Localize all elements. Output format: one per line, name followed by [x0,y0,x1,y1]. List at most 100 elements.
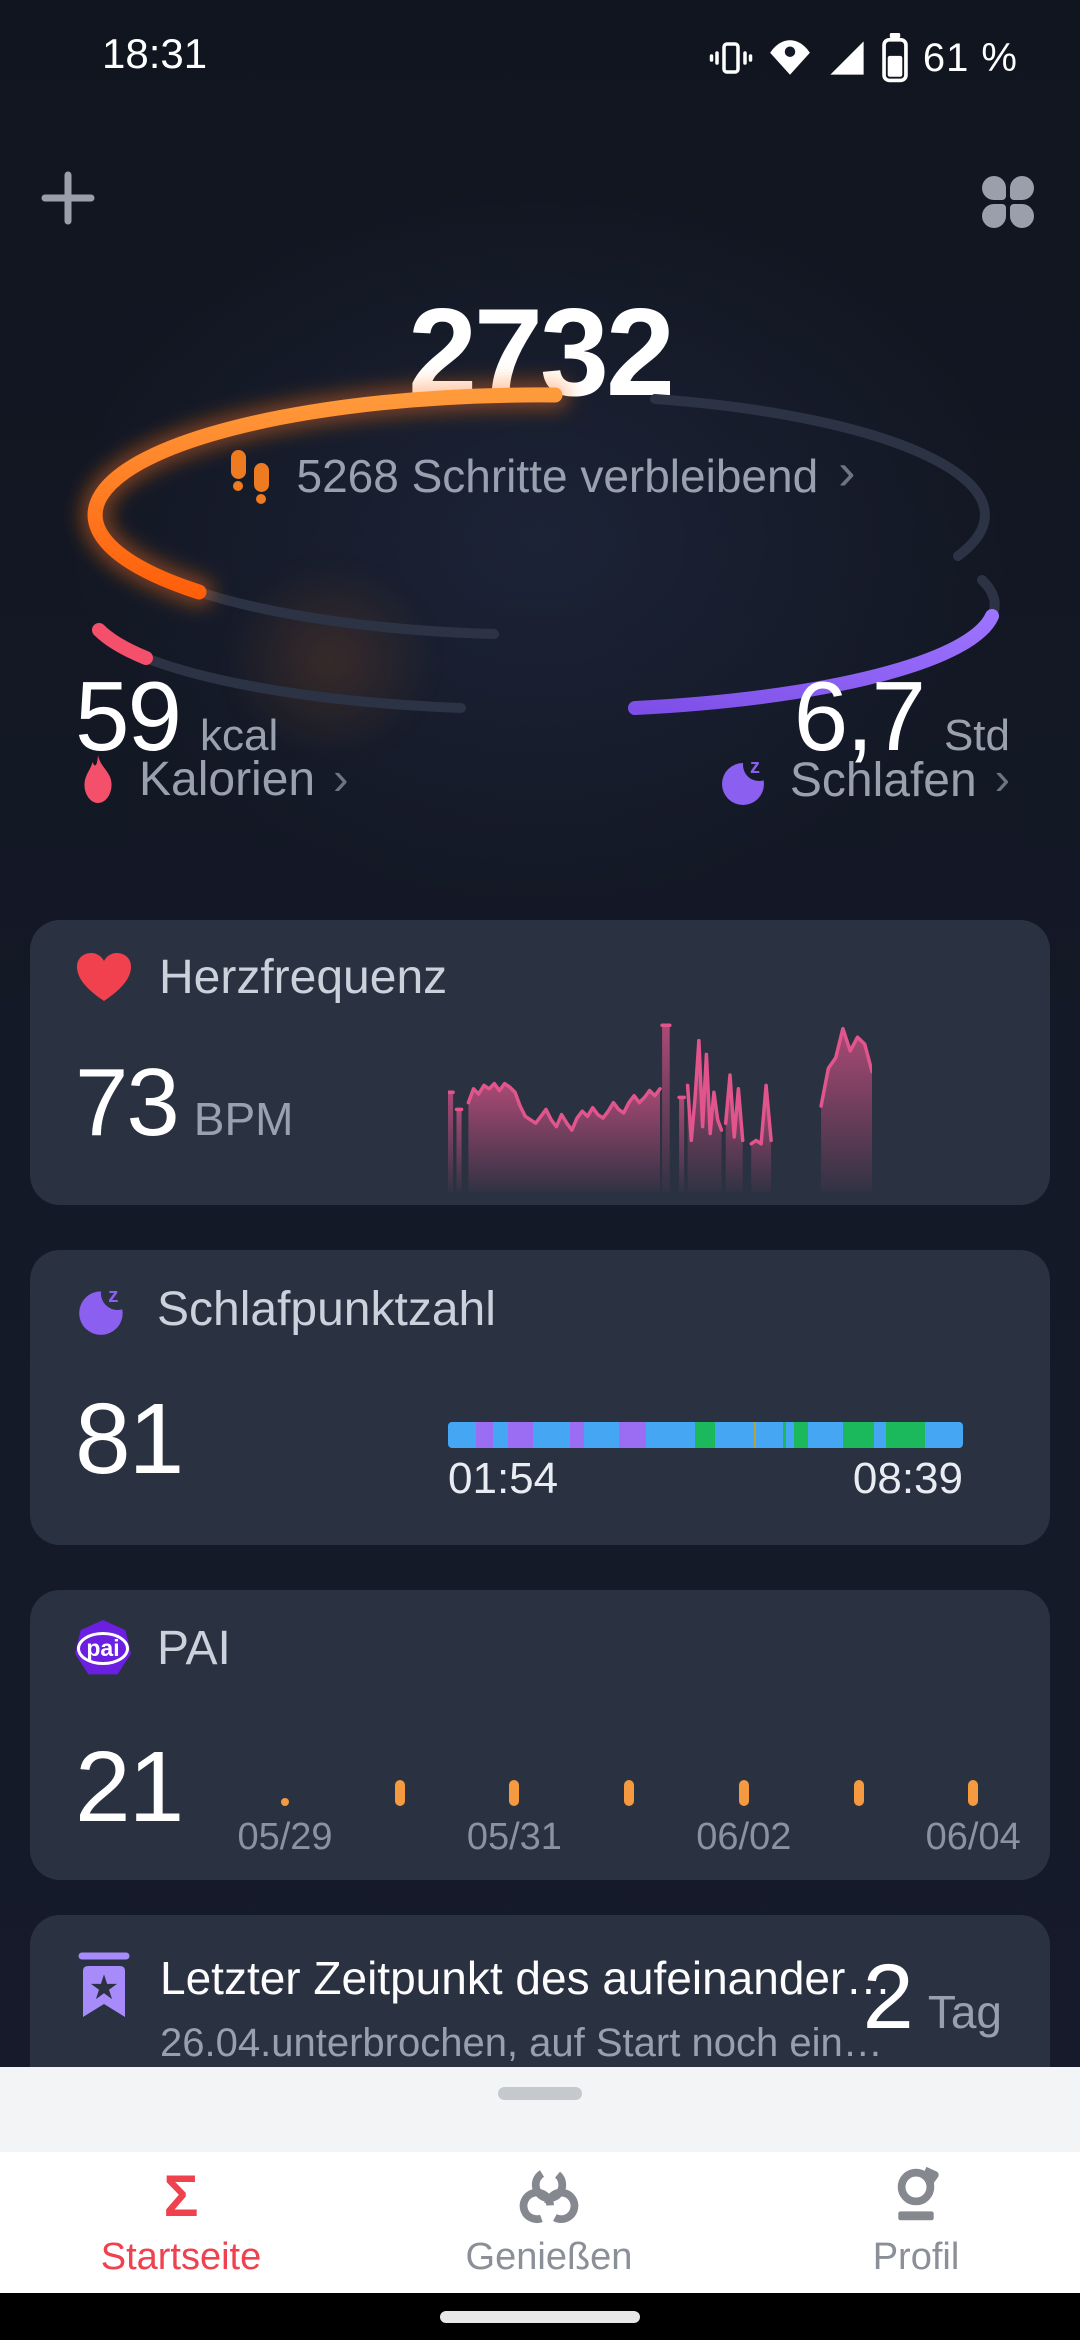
grid-icon [982,176,1006,200]
sleep-card-title-row: z Schlafpunktzahl [75,1280,496,1338]
profile-icon [897,2166,939,2221]
chevron-right-icon: › [838,443,856,501]
sleep-stage-segment-light [756,1422,783,1448]
signal-icon [830,41,864,75]
heart-card-title: Herzfrequenz [159,951,448,1004]
pai-day-dot [394,1780,405,1806]
sleep-stage-segment-light [532,1422,570,1448]
grid-icon [1010,176,1034,200]
sleep-end-time: 08:39 [852,1454,963,1503]
pai-day-dot [853,1780,864,1806]
event-text-block: Letzter Zeitpunkt des aufeinanderfolgend… [160,1951,900,2066]
nav-item-home[interactable]: Σ Startseite [51,2166,311,2279]
sleep-times-row: 01:54 08:39 [448,1454,963,1504]
sleep-stage-segment-light [807,1422,843,1448]
chevron-right-icon: › [333,751,349,804]
status-time: 18:31 [102,30,208,77]
sleep-stage-segment-rem [886,1422,925,1448]
gesture-bar [0,2293,1080,2340]
heart-rate-chart [448,1023,872,1192]
svg-text:z: z [108,1284,118,1307]
battery-percent: 61 % [922,35,1018,80]
add-button[interactable] [38,168,98,228]
sleep-stage-segment-deep [569,1422,585,1448]
sleep-stage-segment-light [448,1422,477,1448]
vibrate-icon [709,42,753,74]
heart-icon [77,952,131,1001]
event-value-row: 2 Tag [863,1945,1002,2050]
sleep-stage-segment-deep [508,1422,533,1448]
moon-icon: z [721,756,764,805]
bottom-sheet[interactable] [0,2067,1080,2152]
sleep-progress-arc [628,609,999,715]
grid-icon [982,204,1006,228]
badge-flag-icon: ★ [78,1952,130,2017]
pai-date-label: 06/04 [925,1816,1021,1858]
pai-badge-icon: pai [75,1620,131,1675]
sleep-stage-segment-light [874,1422,887,1448]
enjoy-knot-icon [519,2167,579,2224]
pai-value-row: 21 [75,1730,184,1845]
pai-day-dot [509,1780,520,1806]
wifi-icon [769,40,810,75]
sleep-score-row: 81 [75,1382,184,1497]
sleep-stage-segment-rem [694,1422,715,1448]
nav-item-enjoy[interactable]: Genießen [419,2166,679,2279]
gesture-handle[interactable] [440,2311,640,2323]
sleep-stage-segment-light [714,1422,755,1448]
status-icons: 61 % [709,32,1018,84]
event-subtitle: 26.04.unterbrochen, auf Start noch einma… [160,2021,900,2065]
sleep-stages-bar [448,1422,963,1448]
pai-day-dot [968,1780,979,1806]
sleep-stage-segment-light [646,1422,695,1448]
ring-glow [180,520,480,800]
sleep-stage-segment-light [584,1422,620,1448]
pai-card-title: PAI [157,1621,231,1675]
pai-day-dot [738,1780,749,1806]
heart-card-title-row: Herzfrequenz [75,950,447,1005]
sleep-stage-segment-rem [842,1422,875,1448]
pai-date-label: 06/02 [696,1816,792,1858]
footprints-icon [231,450,270,504]
calories-label-row[interactable]: Kalorien › [75,752,348,807]
nav-label: Genießen [465,2236,633,2278]
sleep-label-row[interactable]: z Schlafen › [718,752,1010,808]
steps-track-arc [194,587,499,639]
sleep-stage-segment-light [492,1422,509,1448]
sleep-stage-segment-light [924,1422,963,1448]
sleep-stage-segment-deep [476,1422,493,1448]
svg-text:z: z [750,756,760,778]
battery-icon [882,33,908,83]
pai-day-dot [624,1780,635,1806]
pai-card[interactable]: pai PAI 21 05/29 05/31 06/02 06/04 [30,1590,1050,1880]
sleep-stage-segment-deep [619,1422,647,1448]
event-title: Letzter Zeitpunkt des aufeinanderfolgend… [160,1952,900,2004]
sleep-stage-segment-rem [794,1422,808,1448]
calories-track-arc [141,653,466,713]
svg-text:★: ★ [89,1968,119,2008]
grid-icon [1010,204,1034,228]
calories-progress-arc [92,623,153,665]
heart-rate-value: 73 [75,1049,180,1156]
steps-progress-glow [80,379,570,607]
bottom-nav: Σ Startseite Genießen Profil [0,2152,1080,2293]
calories-metric: 59 kcal [75,660,278,773]
pai-day-dot [281,1798,289,1806]
nav-item-profile[interactable]: Profil [786,2166,1046,2279]
sleep-unit: Std [943,711,1010,760]
sleep-value: 6,7 [793,661,926,771]
pai-date-label: 05/31 [466,1816,562,1858]
sleep-score-card[interactable]: z Schlafpunktzahl 81 01:54 08:39 [30,1250,1050,1545]
sleep-start-time: 01:54 [448,1454,559,1503]
nav-label: Profil [872,2236,960,2278]
heart-rate-card[interactable]: Herzfrequenz 73 BPM [30,920,1050,1205]
widgets-grid-button[interactable] [982,176,1034,228]
home-sigma-icon: Σ [163,2164,199,2229]
calories-label: Kalorien [139,753,316,806]
steps-remaining-row[interactable]: 5268 Schritte verbleibend › [0,443,1080,504]
steps-remaining-label: 5268 Schritte verbleibend [296,450,819,502]
sleep-stage-segment-light [786,1422,795,1448]
plus-icon [41,171,95,225]
sheet-drag-handle[interactable] [498,2087,582,2100]
